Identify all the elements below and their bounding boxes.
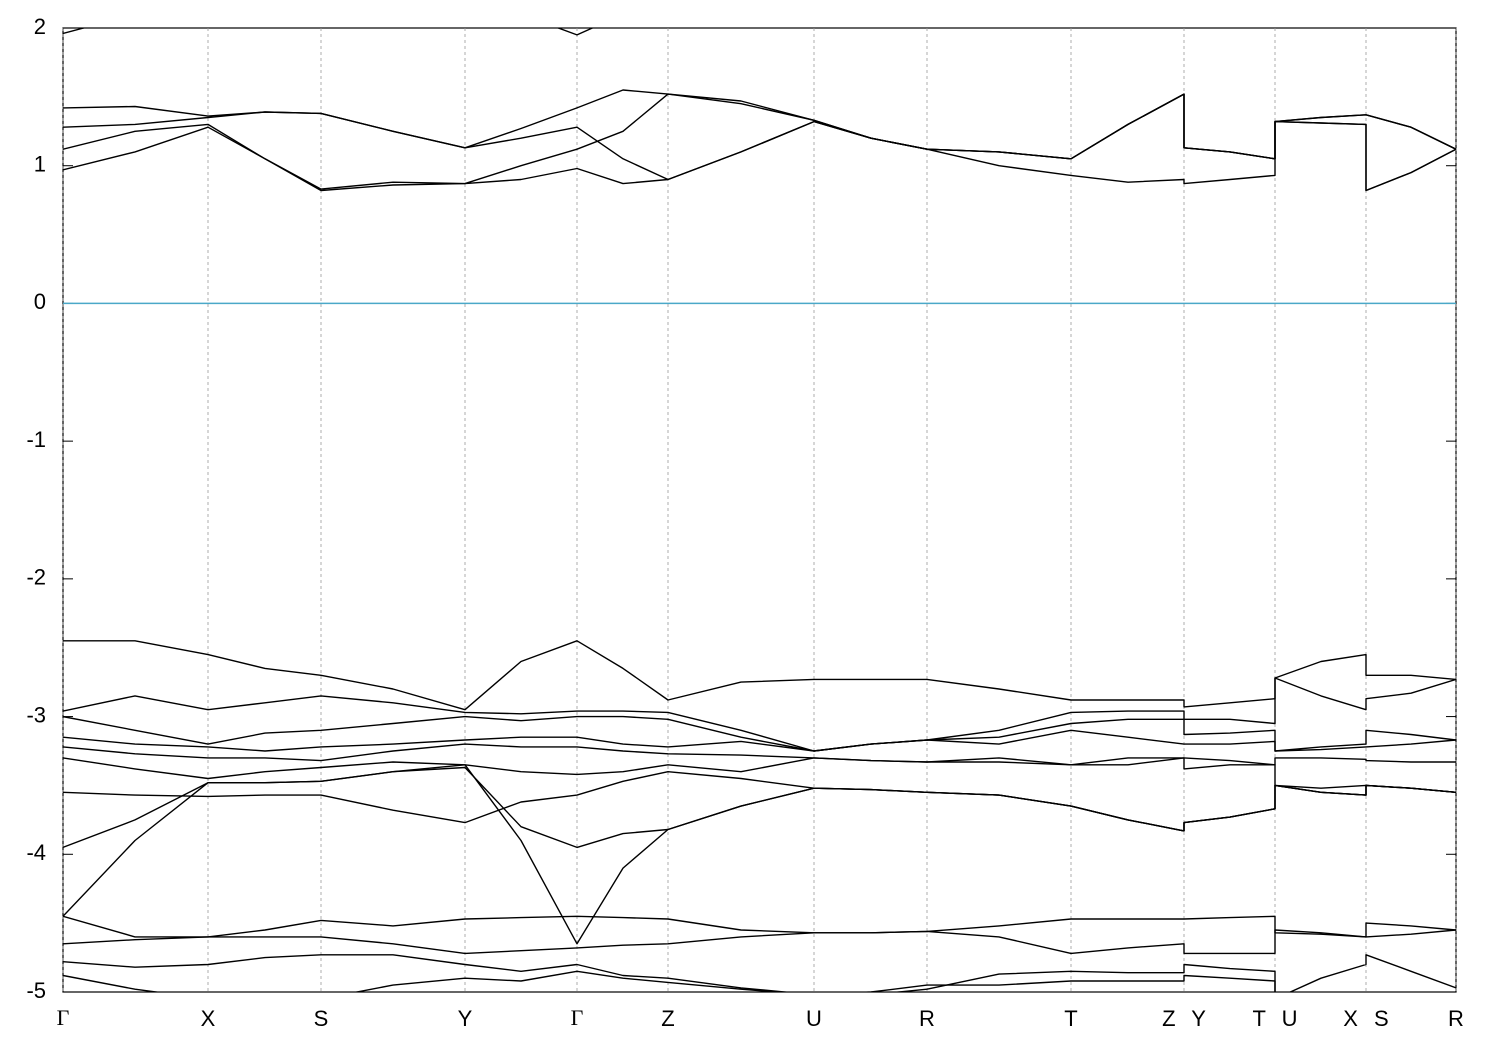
- x-tick-label: R: [919, 1006, 935, 1031]
- x-tick-label: X S: [1343, 1006, 1388, 1031]
- y-tick-label: -3: [26, 702, 46, 727]
- y-tick-label: -5: [26, 978, 46, 1003]
- band-line: [63, 715, 1456, 752]
- y-tick-label: 2: [34, 14, 46, 39]
- y-tick-label: -4: [26, 840, 46, 865]
- x-tick-label: U: [806, 1006, 822, 1031]
- x-tick-label: T: [1064, 1006, 1077, 1031]
- band-line: [63, 757, 1456, 793]
- band-line: [63, 766, 1456, 849]
- band-line: [63, 929, 1456, 955]
- y-tick-label: 0: [34, 289, 46, 314]
- band-line: [63, 89, 1456, 160]
- x-tick-label: X: [201, 1006, 216, 1031]
- x-tick-label: Z: [661, 1006, 674, 1031]
- band-line: [63, 120, 1456, 192]
- x-tick-label: R: [1448, 1006, 1464, 1031]
- band-line: [63, 729, 1456, 752]
- band-line: [63, 93, 1456, 190]
- band-line: [63, 640, 1456, 711]
- band-line: [63, 970, 1276, 992]
- band-line: [63, 915, 1456, 938]
- plot-area: [63, 28, 1456, 992]
- x-tick-label: S: [314, 1006, 329, 1031]
- y-tick-label: 1: [34, 152, 46, 177]
- x-tick-label: Γ: [571, 1005, 584, 1030]
- y-tick-label: -2: [26, 565, 46, 590]
- plot-frame: [62, 27, 1457, 993]
- band-line: [63, 764, 1456, 945]
- band-line: [63, 743, 1456, 766]
- band-line: [63, 954, 1456, 992]
- y-tick-label: -1: [26, 427, 46, 452]
- x-tick-label: Z Y: [1162, 1006, 1206, 1031]
- x-tick-label: Y: [458, 1006, 473, 1031]
- x-tick-label: Γ: [57, 1005, 70, 1030]
- x-tick-label: T U: [1252, 1006, 1297, 1031]
- band-line: [63, 28, 595, 36]
